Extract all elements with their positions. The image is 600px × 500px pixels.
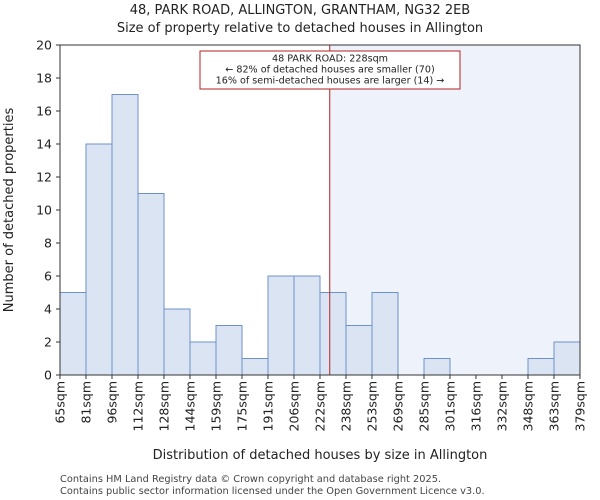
x-tick-label-301sqm: 301sqm bbox=[443, 381, 458, 431]
x-tick-label-81sqm: 81sqm bbox=[79, 381, 94, 424]
x-tick-label-238sqm: 238sqm bbox=[339, 381, 354, 431]
y-tick-label-12: 12 bbox=[36, 170, 52, 185]
footer-line-2: Contains public sector information licen… bbox=[60, 486, 485, 497]
x-tick-labels: 65sqm 81sqm 96sqm 112sqm 128sqm 144sqm 159sqm 1… bbox=[53, 375, 588, 431]
x-tick-label-175sqm: 175sqm bbox=[235, 381, 250, 431]
x-tick-label-191sqm: 191sqm bbox=[261, 381, 276, 431]
bar-222sqm bbox=[319, 292, 347, 376]
x-tick-label-269sqm: 269sqm bbox=[391, 381, 406, 431]
x-axis-label: Distribution of detached houses by size … bbox=[153, 448, 488, 463]
bar-112sqm bbox=[137, 193, 165, 376]
bar-175sqm bbox=[241, 358, 269, 376]
bar-253sqm bbox=[371, 292, 399, 376]
bar-285sqm bbox=[423, 358, 451, 376]
larger-than-property-region bbox=[329, 45, 580, 375]
x-tick-label-96sqm: 96sqm bbox=[105, 381, 120, 424]
x-tick-label-332sqm: 332sqm bbox=[495, 381, 510, 431]
bars-layer bbox=[59, 94, 581, 376]
x-tick-label-159sqm: 159sqm bbox=[209, 381, 224, 431]
y-tick-label-8: 8 bbox=[44, 236, 52, 251]
x-tick-label-316sqm: 316sqm bbox=[469, 381, 484, 431]
y-tick-label-4: 4 bbox=[44, 302, 52, 317]
bar-144sqm bbox=[189, 341, 217, 376]
x-tick-label-348sqm: 348sqm bbox=[521, 381, 536, 431]
annotation-line-1: 48 PARK ROAD: 228sqm bbox=[272, 54, 388, 65]
x-tick-label-65sqm: 65sqm bbox=[53, 381, 68, 424]
footer-line-1: Contains HM Land Registry data © Crown c… bbox=[60, 474, 441, 485]
y-tick-label-14: 14 bbox=[36, 137, 52, 152]
annotation-line-3: 16% of semi-detached houses are larger (… bbox=[216, 76, 445, 87]
bar-238sqm bbox=[345, 325, 373, 376]
chart-title-line-2: Size of property relative to detached ho… bbox=[117, 21, 483, 36]
annotation-line-2: ← 82% of detached houses are smaller (70… bbox=[225, 65, 434, 76]
x-tick-label-253sqm: 253sqm bbox=[365, 381, 380, 431]
x-tick-label-144sqm: 144sqm bbox=[183, 381, 198, 431]
bar-128sqm bbox=[163, 308, 191, 376]
y-tick-label-6: 6 bbox=[44, 269, 52, 284]
annotation-border bbox=[199, 50, 461, 90]
bar-191sqm bbox=[267, 275, 295, 376]
highlight-region-layer bbox=[329, 45, 580, 375]
y-tick-label-0: 0 bbox=[44, 368, 52, 383]
y-axis-label: Number of detached properties bbox=[2, 108, 17, 313]
footer: Contains HM Land Registry data © Crown c… bbox=[60, 474, 485, 497]
bar-159sqm bbox=[215, 325, 243, 376]
x-tick-label-206sqm: 206sqm bbox=[287, 381, 302, 431]
x-tick-label-112sqm: 112sqm bbox=[131, 381, 146, 431]
x-tick-label-222sqm: 222sqm bbox=[313, 381, 328, 431]
bar-65sqm bbox=[59, 292, 87, 376]
x-tick-label-128sqm: 128sqm bbox=[157, 381, 172, 431]
x-tick-label-363sqm: 363sqm bbox=[547, 381, 562, 431]
x-tick-label-285sqm: 285sqm bbox=[417, 381, 432, 431]
annotation-box: 48 PARK ROAD: 228sqm ← 82% of detached h… bbox=[199, 50, 461, 90]
y-tick-label-18: 18 bbox=[36, 71, 52, 86]
bar-81sqm bbox=[85, 143, 113, 376]
bar-363sqm bbox=[553, 341, 581, 376]
x-tick-label-379sqm: 379sqm bbox=[573, 381, 588, 431]
title-group: 48, PARK ROAD, ALLINGTON, GRANTHAM, NG32… bbox=[117, 3, 483, 36]
y-tick-labels: 0 2 4 6 8 10 12 14 16 18 20 bbox=[36, 38, 60, 383]
y-tick-label-20: 20 bbox=[36, 38, 52, 53]
chart-title-line-1: 48, PARK ROAD, ALLINGTON, GRANTHAM, NG32… bbox=[130, 3, 470, 18]
y-tick-label-16: 16 bbox=[36, 104, 52, 119]
y-tick-label-2: 2 bbox=[44, 335, 52, 350]
bar-96sqm bbox=[111, 94, 139, 376]
bar-206sqm bbox=[293, 275, 321, 376]
bar-348sqm bbox=[527, 358, 555, 376]
y-tick-label-10: 10 bbox=[36, 203, 52, 218]
